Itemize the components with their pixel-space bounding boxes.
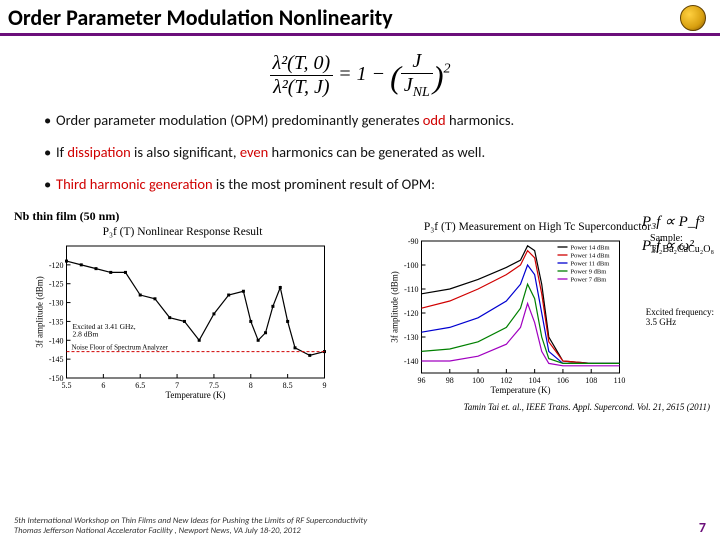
main-formula: λ²(T, 0) λ²(T, J) = 1 − ( J JNL )2 — [0, 50, 720, 101]
svg-text:110: 110 — [614, 376, 626, 385]
svg-text:Power 7 dBm: Power 7 dBm — [571, 277, 607, 284]
right-chart-block: P₃f (T) Measurement on High Tc Supercond… — [363, 207, 712, 400]
svg-text:-120: -120 — [404, 309, 419, 318]
svg-text:Power 9 dBm: Power 9 dBm — [571, 269, 607, 276]
svg-text:3f amplitude (dBm): 3f amplitude (dBm) — [35, 276, 45, 348]
formula-lhs-num: λ²(T, 0) — [270, 52, 334, 76]
svg-text:-130: -130 — [49, 299, 64, 308]
svg-text:Noise Floor of Spectrum Analyz: Noise Floor of Spectrum Analyzer — [72, 344, 169, 352]
svg-text:-145: -145 — [49, 355, 64, 364]
svg-text:-150: -150 — [49, 374, 64, 383]
slide-title-bar: Order Parameter Modulation Nonlinearity — [0, 0, 720, 36]
svg-text:-100: -100 — [404, 261, 419, 270]
bullet-3-highlight: Third harmonic generation — [56, 175, 213, 193]
svg-text:7: 7 — [175, 381, 179, 390]
svg-text:6: 6 — [101, 381, 105, 390]
svg-text:-125: -125 — [49, 280, 64, 289]
bullet-3: Third harmonic generation is the most pr… — [44, 175, 690, 193]
bullet-2-highlight-a: dissipation — [67, 143, 130, 161]
slide-title: Order Parameter Modulation Nonlinearity — [8, 4, 393, 31]
svg-text:102: 102 — [500, 376, 512, 385]
left-chart-block: Nb thin film (50 nm) P₃f (T) Nonlinear R… — [8, 207, 357, 400]
svg-text:-110: -110 — [404, 285, 418, 294]
sample-label: Sample: Tl₂Ba₂CaCu₂O₈ — [650, 233, 714, 255]
svg-text:96: 96 — [418, 376, 426, 385]
charts-row: Nb thin film (50 nm) P₃f (T) Nonlinear R… — [8, 207, 712, 400]
svg-text:Temperature (K): Temperature (K) — [490, 385, 550, 395]
svg-text:Power 11 dBm: Power 11 dBm — [571, 261, 610, 268]
svg-text:Temperature (K): Temperature (K) — [165, 390, 225, 400]
svg-text:100: 100 — [472, 376, 484, 385]
svg-text:104: 104 — [529, 376, 541, 385]
svg-text:6.5: 6.5 — [135, 381, 145, 390]
university-logo-icon — [680, 5, 706, 31]
formula-lhs-den: λ²(T, J) — [270, 76, 334, 99]
svg-text:8: 8 — [249, 381, 253, 390]
svg-text:Power 14 dBm: Power 14 dBm — [571, 245, 610, 252]
excite-label-right: Excited frequency: 3.5 GHz — [646, 307, 714, 327]
svg-text:-120: -120 — [49, 261, 64, 270]
svg-text:98: 98 — [446, 376, 454, 385]
left-chart: 5.566.577.588.59-150-145-140-135-130-125… — [8, 240, 357, 400]
bullet-1: Order parameter modulation (OPM) predomi… — [44, 111, 690, 129]
svg-text:8.5: 8.5 — [283, 381, 293, 390]
svg-text:-140: -140 — [49, 336, 64, 345]
svg-text:-140: -140 — [404, 357, 419, 366]
svg-text:3f amplitude (dBm): 3f amplitude (dBm) — [390, 271, 400, 343]
svg-text:106: 106 — [557, 376, 569, 385]
bullet-2: If dissipation is also significant, even… — [44, 143, 690, 161]
svg-text:7.5: 7.5 — [209, 381, 219, 390]
svg-text:-135: -135 — [49, 317, 64, 326]
svg-text:Power 14 dBm: Power 14 dBm — [571, 253, 610, 260]
svg-text:-90: -90 — [408, 237, 419, 246]
citation: Tamin Tai et. al., IEEE Trans. Appl. Sup… — [0, 402, 710, 412]
bullet-2-highlight-b: even — [240, 143, 268, 161]
bullet-list: Order parameter modulation (OPM) predomi… — [44, 111, 690, 193]
svg-text:108: 108 — [585, 376, 597, 385]
right-chart-title: P₃f (T) Measurement on High Tc Supercond… — [363, 221, 712, 233]
footer-text: 5th International Workshop on Thin Films… — [14, 516, 367, 536]
formula-j: J — [401, 50, 433, 74]
formula-jnl: JNL — [401, 74, 433, 101]
bullet-1-highlight: odd — [423, 111, 446, 129]
svg-text:-130: -130 — [404, 333, 419, 342]
formula-power: 2 — [443, 61, 450, 76]
svg-text:2.8 dBm: 2.8 dBm — [73, 330, 99, 339]
left-chart-title: P₃f (T) Nonlinear Response Result — [8, 226, 357, 238]
left-chart-caption: Nb thin film (50 nm) — [14, 209, 357, 224]
slide-footer: 5th International Workshop on Thin Films… — [0, 516, 720, 536]
svg-text:9: 9 — [323, 381, 327, 390]
page-number: 7 — [699, 519, 706, 536]
formula-eq: = 1 − — [338, 63, 385, 85]
